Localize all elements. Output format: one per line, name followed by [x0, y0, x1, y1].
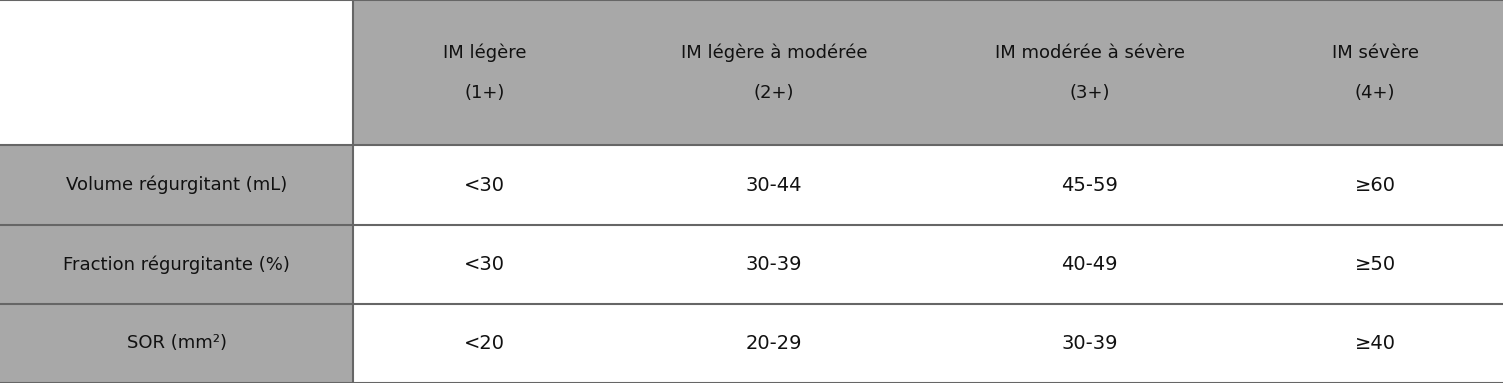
Text: 30-39: 30-39	[745, 255, 803, 274]
Bar	[932, 225, 1247, 304]
Bar	[616, 225, 932, 304]
Text: (3+): (3+)	[1070, 83, 1109, 101]
Bar	[932, 0, 1247, 146]
Bar	[1247, 225, 1503, 304]
Bar	[0, 304, 353, 383]
Bar	[1247, 0, 1503, 146]
Text: Fraction régurgitante (%): Fraction régurgitante (%)	[63, 255, 290, 273]
Text: <30: <30	[464, 175, 505, 195]
Text: 40-49: 40-49	[1061, 255, 1118, 274]
Bar	[0, 146, 353, 225]
Bar	[0, 0, 353, 146]
Bar	[616, 304, 932, 383]
Bar	[1247, 146, 1503, 225]
Text: (2+): (2+)	[755, 83, 794, 101]
Bar	[0, 225, 353, 304]
Text: 45-59: 45-59	[1061, 175, 1118, 195]
Text: (1+): (1+)	[464, 83, 505, 101]
Text: ≥50: ≥50	[1354, 255, 1396, 274]
Text: IM légère à modérée: IM légère à modérée	[681, 44, 867, 62]
Text: 20-29: 20-29	[745, 334, 803, 353]
Bar	[616, 0, 932, 146]
Bar	[353, 225, 616, 304]
Bar	[1247, 304, 1503, 383]
Text: ≥40: ≥40	[1354, 334, 1396, 353]
Bar	[932, 304, 1247, 383]
Text: 30-44: 30-44	[745, 175, 803, 195]
Bar	[932, 146, 1247, 225]
Text: 30-39: 30-39	[1061, 334, 1118, 353]
Bar	[353, 146, 616, 225]
Text: <20: <20	[464, 334, 505, 353]
Text: SOR (mm²): SOR (mm²)	[126, 334, 227, 352]
Text: <30: <30	[464, 255, 505, 274]
Bar	[353, 304, 616, 383]
Text: ≥60: ≥60	[1354, 175, 1396, 195]
Text: IM légère: IM légère	[443, 44, 526, 62]
Text: IM modérée à sévère: IM modérée à sévère	[995, 44, 1184, 62]
Bar	[616, 146, 932, 225]
Text: (4+): (4+)	[1356, 83, 1395, 101]
Bar	[353, 0, 616, 146]
Text: IM sévère: IM sévère	[1332, 44, 1419, 62]
Text: Volume régurgitant (mL): Volume régurgitant (mL)	[66, 176, 287, 194]
